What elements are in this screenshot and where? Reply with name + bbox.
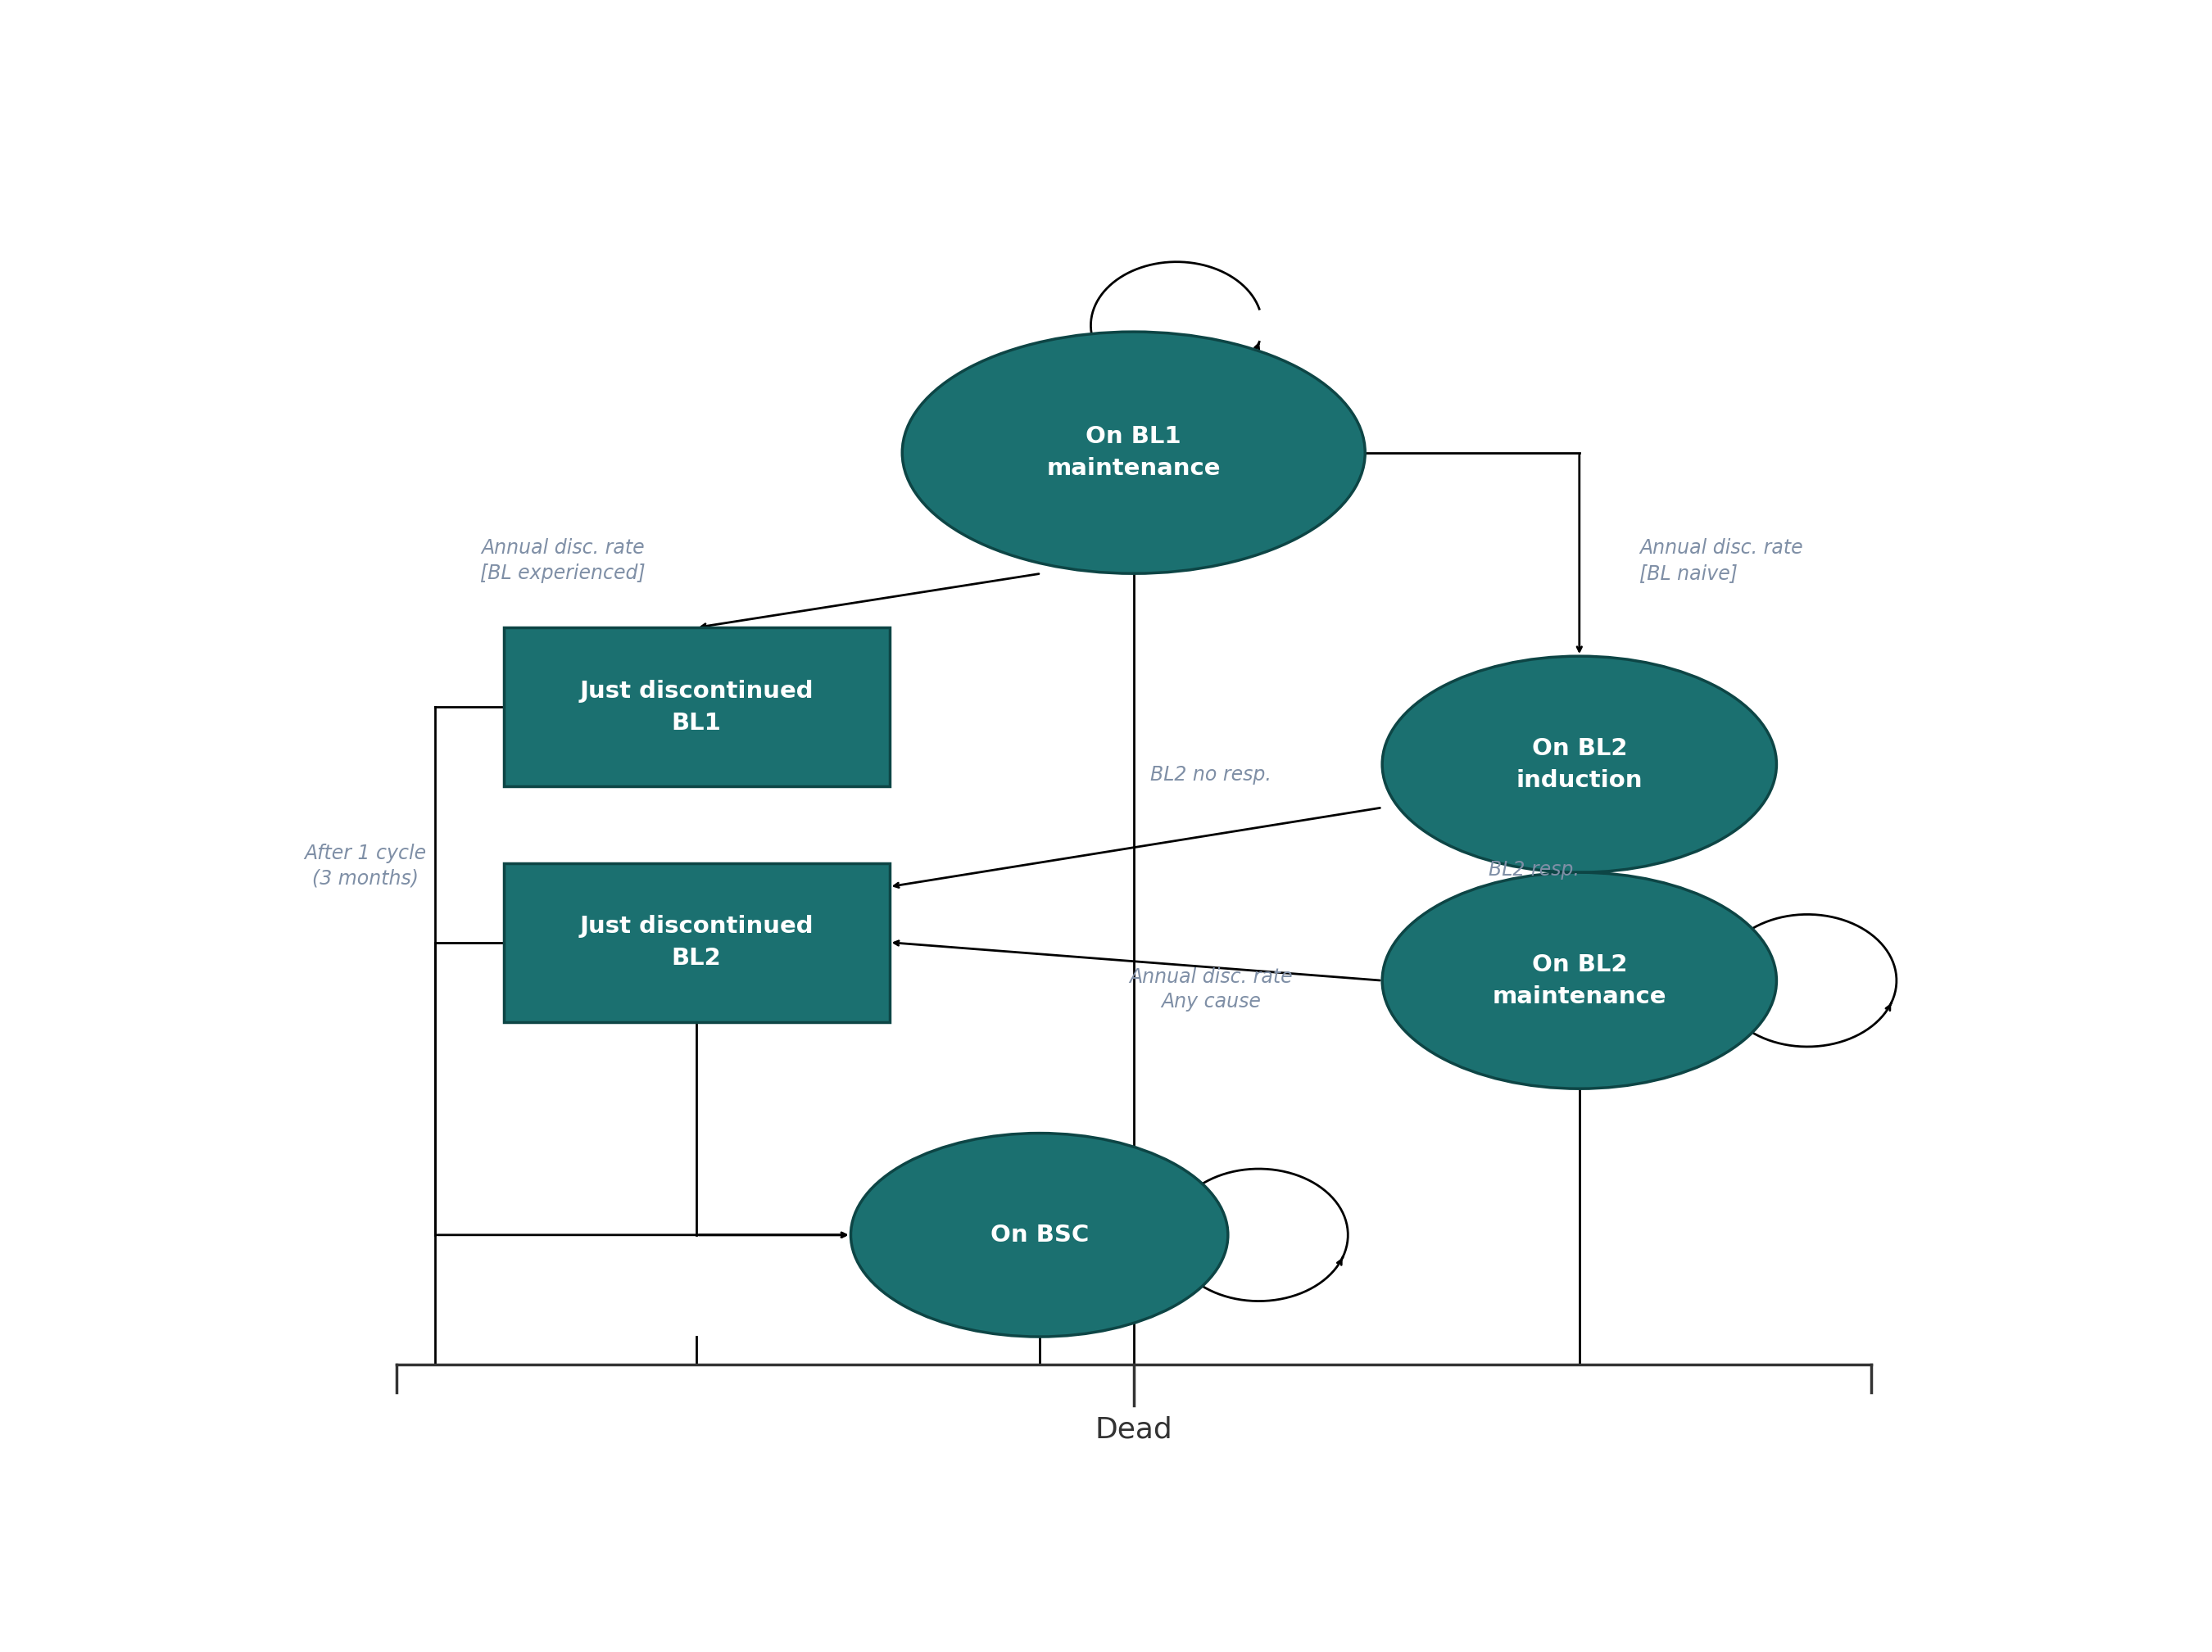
Text: Annual disc. rate
Any cause: Annual disc. rate Any cause [1128,966,1292,1011]
Text: Annual disc. rate
[BL naive]: Annual disc. rate [BL naive] [1639,539,1803,583]
Ellipse shape [1382,872,1776,1089]
Text: On BL1
maintenance: On BL1 maintenance [1046,425,1221,481]
Text: After 1 cycle
(3 months): After 1 cycle (3 months) [305,844,427,889]
Ellipse shape [852,1133,1228,1336]
Text: BL2 resp.: BL2 resp. [1489,861,1579,881]
Text: On BSC: On BSC [991,1224,1088,1246]
Text: On BL2
maintenance: On BL2 maintenance [1493,953,1666,1008]
FancyBboxPatch shape [504,628,889,786]
Ellipse shape [902,332,1365,573]
Text: BL2 no resp.: BL2 no resp. [1150,765,1272,785]
Text: Dead: Dead [1095,1416,1172,1444]
Text: Annual disc. rate
[BL experienced]: Annual disc. rate [BL experienced] [480,539,646,583]
Text: On BL2
induction: On BL2 induction [1515,737,1644,791]
Text: Just discontinued
BL1: Just discontinued BL1 [580,679,814,735]
FancyBboxPatch shape [504,862,889,1023]
Ellipse shape [1382,656,1776,872]
Text: Just discontinued
BL2: Just discontinued BL2 [580,915,814,970]
